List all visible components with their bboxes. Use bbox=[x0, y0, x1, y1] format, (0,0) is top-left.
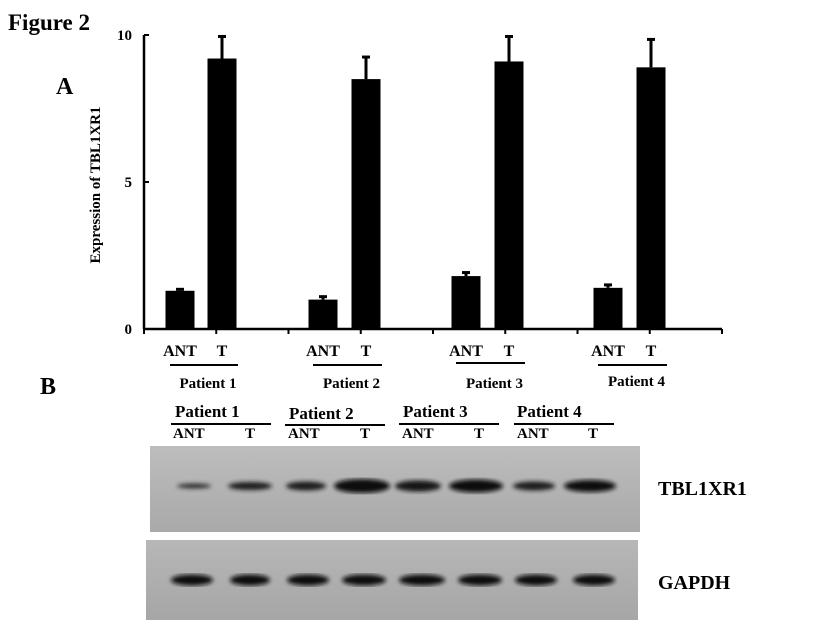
blot-rule-1 bbox=[171, 423, 271, 425]
x-category-label: ANT bbox=[591, 343, 625, 360]
x-category-label: ANT bbox=[306, 343, 340, 360]
x-category-label: T bbox=[646, 343, 657, 360]
blot-band-tbl1xr1 bbox=[564, 480, 616, 492]
x-category-label: T bbox=[504, 343, 515, 360]
panel-a-label: A bbox=[56, 74, 74, 100]
bar-chart: 0 5 10 Expression of TBL1XR1 ANT T ANT T ANT T ANT… bbox=[88, 28, 723, 392]
blot-lane-ant-2: ANT bbox=[288, 426, 320, 442]
y-tick-label: 5 bbox=[125, 175, 133, 191]
x-category-label: T bbox=[217, 343, 228, 360]
group-label: Patient 4 bbox=[608, 374, 666, 390]
blot-band-tbl1xr1 bbox=[334, 479, 390, 493]
bar bbox=[308, 299, 338, 329]
blot-patient-1: Patient 1 bbox=[175, 402, 240, 421]
band-label-gapdh: GAPDH bbox=[658, 572, 731, 594]
group-label: Patient 3 bbox=[466, 376, 523, 392]
x-category-label: ANT bbox=[449, 343, 483, 360]
panel-b-label: B bbox=[40, 374, 57, 400]
blot-band-tbl1xr1 bbox=[513, 481, 555, 491]
blot-band-gapdh bbox=[515, 574, 557, 586]
blot-band-gapdh bbox=[230, 574, 270, 586]
group-label: Patient 2 bbox=[323, 376, 380, 392]
blot-band-tbl1xr1 bbox=[395, 480, 441, 492]
bar bbox=[494, 61, 524, 330]
blot-band-tbl1xr1 bbox=[228, 482, 272, 490]
blot-band-gapdh bbox=[458, 574, 502, 586]
band-label-tbl1xr1: TBL1XR1 bbox=[658, 478, 747, 500]
y-axis-title: Expression of TBL1XR1 bbox=[88, 107, 104, 264]
y-tick-label: 0 bbox=[125, 322, 133, 338]
x-category-label: ANT bbox=[163, 343, 197, 360]
blot-panel-tbl1xr1 bbox=[150, 446, 640, 532]
blot-panel-gapdh bbox=[146, 540, 638, 620]
bar bbox=[165, 290, 195, 329]
bar bbox=[451, 276, 481, 329]
blot-band-tbl1xr1 bbox=[286, 481, 326, 491]
blot-rule-3 bbox=[399, 423, 499, 425]
group-label: Patient 1 bbox=[179, 376, 236, 392]
blot-band-gapdh bbox=[399, 574, 445, 586]
x-category-label: T bbox=[361, 343, 372, 360]
y-tick-label: 10 bbox=[117, 28, 132, 44]
blot-lane-t-2: T bbox=[360, 426, 371, 442]
blot-lane-ant-3: ANT bbox=[402, 426, 434, 442]
blot-band-tbl1xr1 bbox=[177, 483, 211, 489]
bar bbox=[636, 67, 666, 329]
blot-patient-2: Patient 2 bbox=[289, 404, 354, 423]
blot-band-gapdh bbox=[573, 574, 615, 586]
figure-title: Figure 2 bbox=[8, 10, 90, 35]
blot-lane-ant-1: ANT bbox=[173, 426, 205, 442]
bar bbox=[207, 58, 237, 330]
blot-lane-t-3: T bbox=[474, 426, 485, 442]
blot-lane-ant-4: ANT bbox=[517, 426, 549, 442]
blot-patient-3: Patient 3 bbox=[403, 402, 468, 421]
blot-lane-t-1: T bbox=[245, 426, 256, 442]
blot-rule-2 bbox=[285, 424, 385, 426]
blot-band-gapdh bbox=[287, 574, 329, 586]
blot-band-gapdh bbox=[342, 574, 386, 586]
blot-band-tbl1xr1 bbox=[449, 479, 503, 493]
bar bbox=[593, 287, 623, 329]
bar bbox=[351, 79, 381, 329]
blot-patient-4: Patient 4 bbox=[517, 402, 582, 421]
blot-band-gapdh bbox=[171, 574, 213, 586]
blot-rule-4 bbox=[514, 423, 614, 425]
blot-lane-t-4: T bbox=[588, 426, 599, 442]
